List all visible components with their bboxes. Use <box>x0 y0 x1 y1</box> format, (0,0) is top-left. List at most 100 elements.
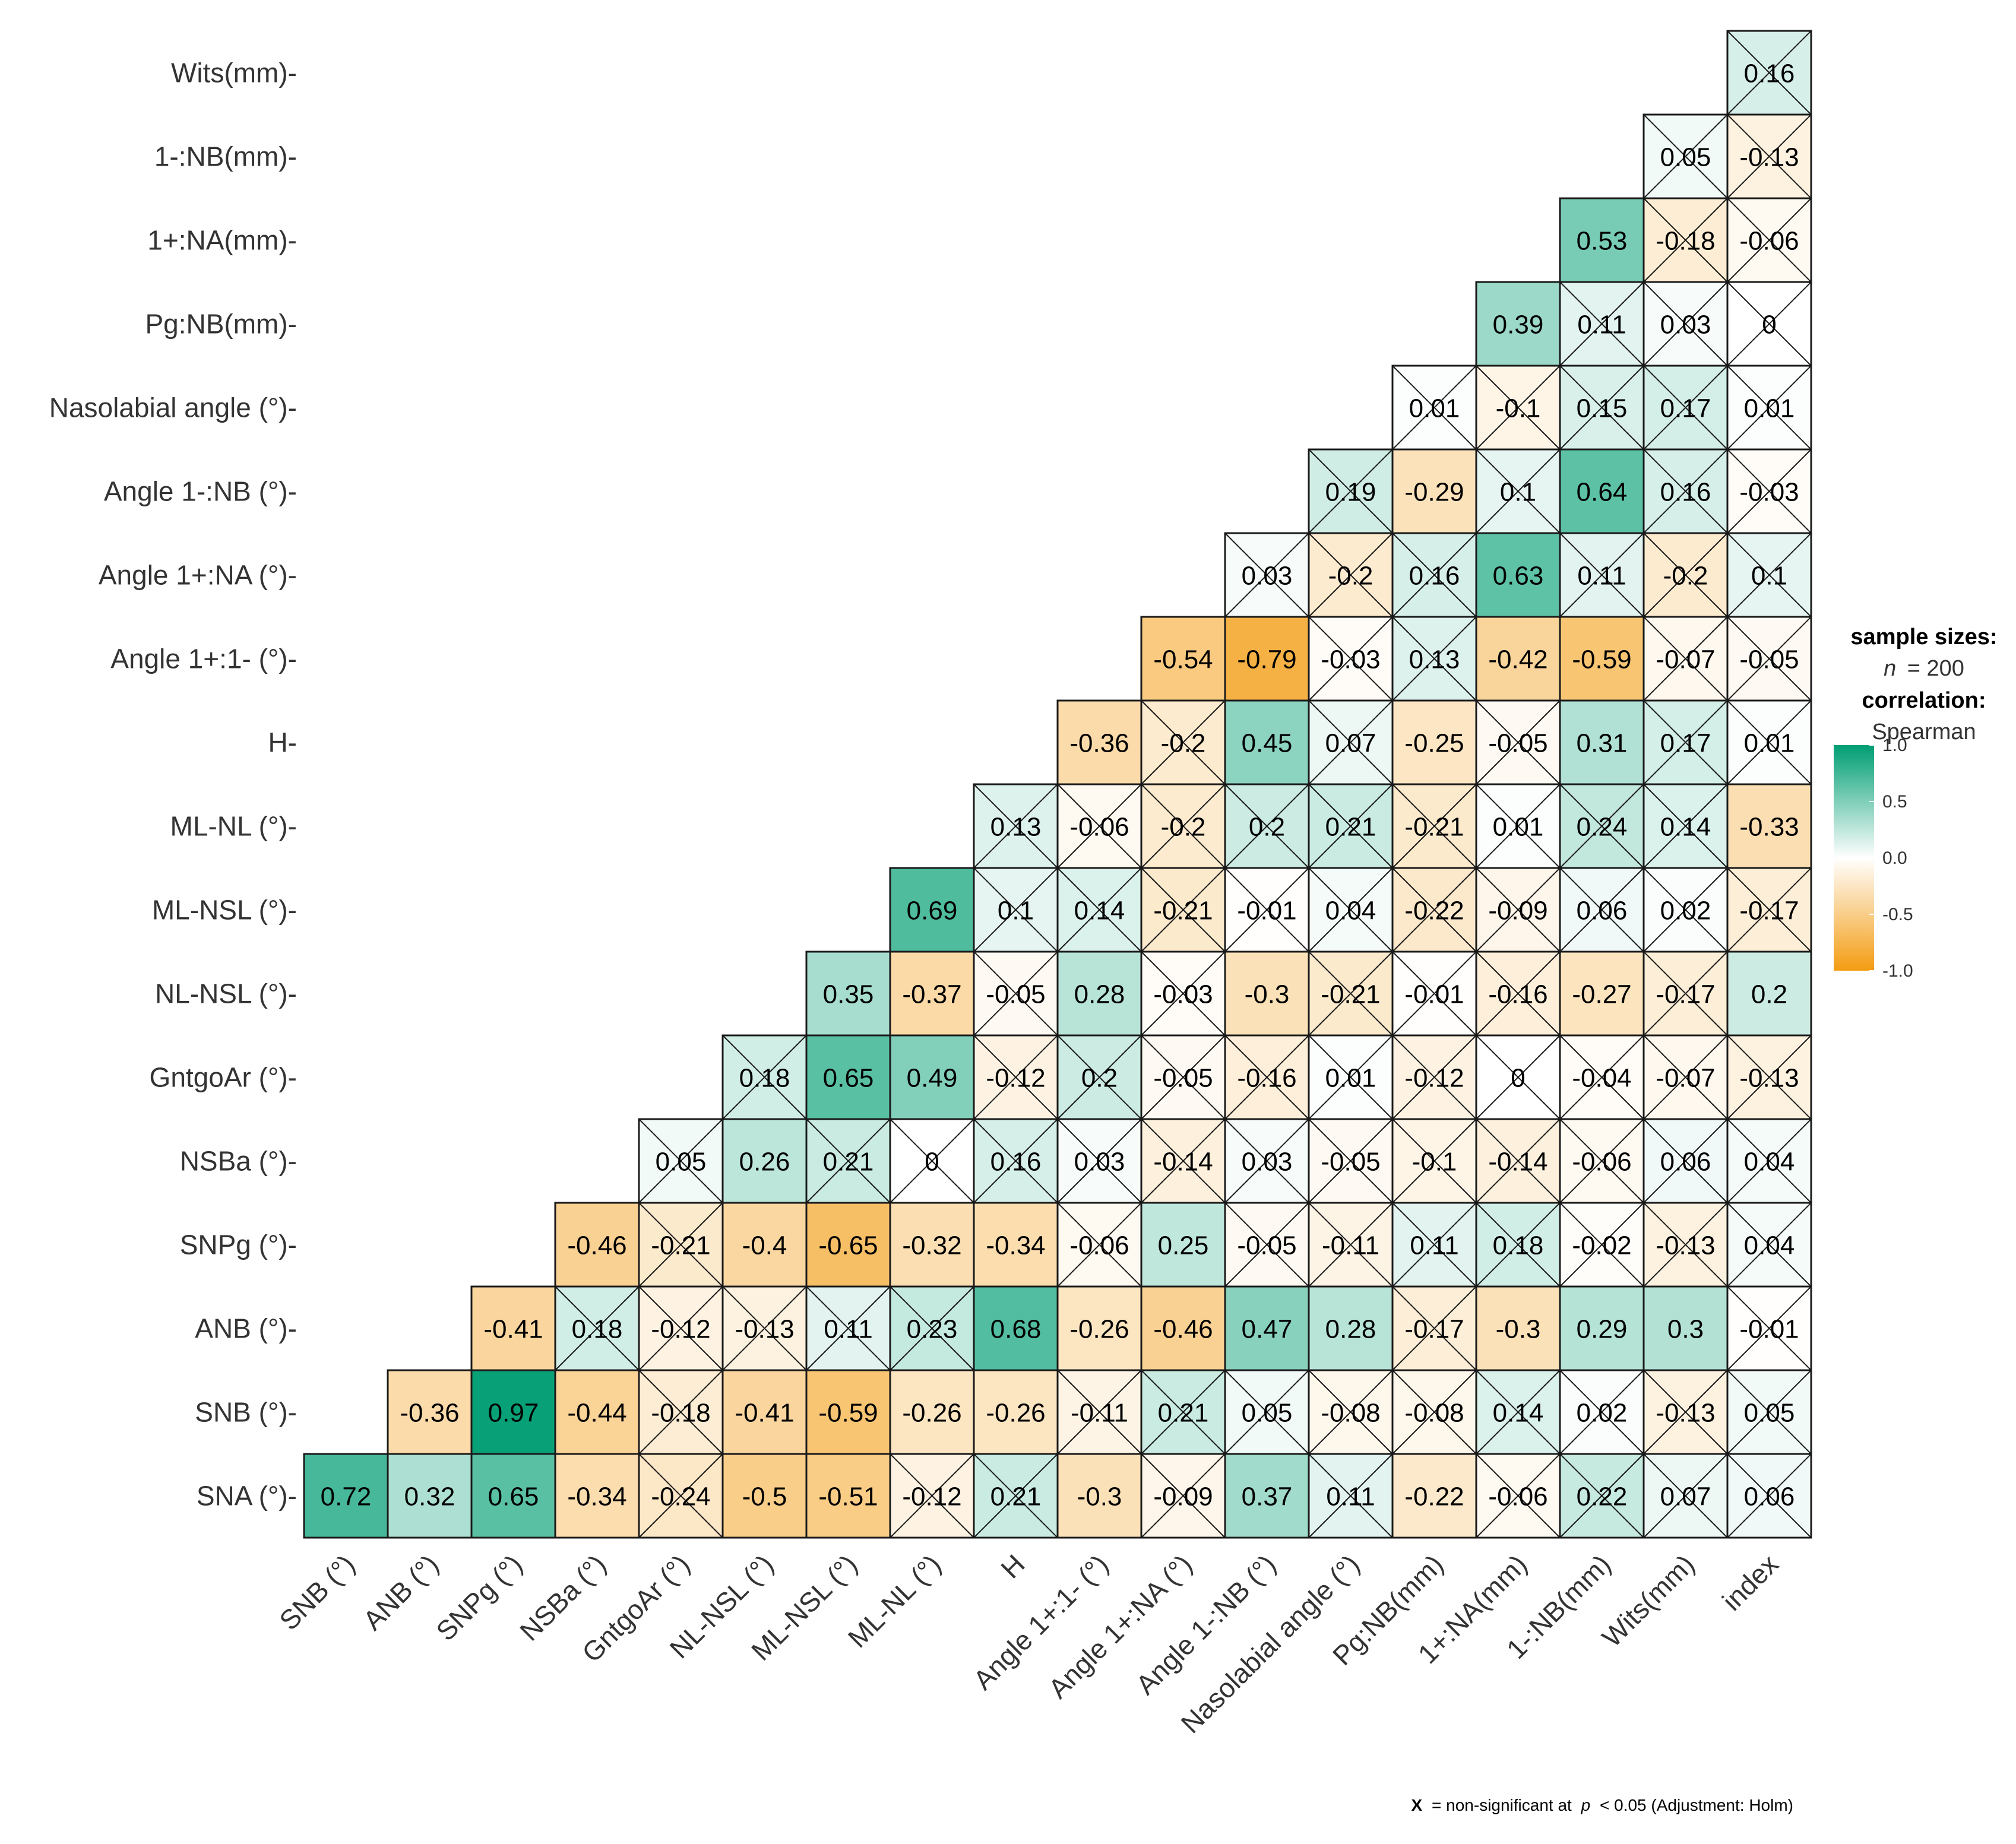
heatmap-cell: 0.18 <box>1475 1202 1561 1288</box>
cell-value: -0.54 <box>1153 645 1213 674</box>
non-significant-cross <box>1727 867 1812 952</box>
cell-value: -0.21 <box>1321 980 1380 1009</box>
x-tick-label: SNPg (°) <box>430 1548 528 1646</box>
non-significant-cross <box>1476 1119 1561 1203</box>
heatmap-cell: -0.46 <box>554 1202 640 1288</box>
heatmap-cell: 0.65 <box>805 1034 891 1120</box>
cell-value: 0.2 <box>1249 813 1285 842</box>
heatmap-cell: -0.03 <box>1308 616 1394 702</box>
y-tick-label: Angle 1+:1- (°)- <box>110 644 297 674</box>
y-tick-label: Angle 1-:NB (°)- <box>104 476 297 507</box>
cell-value: 0.65 <box>823 1064 874 1093</box>
cell-value: 0.25 <box>1158 1231 1209 1260</box>
cell-value: -0.51 <box>818 1482 878 1512</box>
x-tick-label: SNB (°) <box>273 1548 360 1636</box>
cell-value: 0.37 <box>1242 1482 1293 1512</box>
cell-fill <box>1224 950 1310 1037</box>
heatmap-cell: -0.05 <box>1726 616 1812 702</box>
cell-value: -0.3 <box>1496 1315 1541 1344</box>
heatmap-cell: -0.42 <box>1475 616 1561 702</box>
cell-value: 0.16 <box>1744 59 1795 88</box>
cell-fill <box>1559 699 1645 785</box>
heatmap-cell: 0.05 <box>1642 113 1729 199</box>
heatmap-cell: -0.37 <box>889 950 975 1037</box>
cell-value: -0.41 <box>735 1399 794 1428</box>
cell-value: -0.59 <box>1572 645 1631 674</box>
heatmap-cell: 0.18 <box>554 1285 640 1371</box>
heatmap-cell: -0.18 <box>1642 197 1729 283</box>
non-significant-cross <box>1308 1453 1393 1538</box>
cell-fill <box>1056 1453 1142 1539</box>
heatmap-cell: 0.01 <box>1391 365 1477 451</box>
heatmap-cell: 0.23 <box>889 1285 975 1371</box>
non-significant-cross <box>1224 1035 1309 1120</box>
non-significant-cross <box>973 1453 1058 1538</box>
y-tick-label: ML-NSL (°)- <box>152 895 297 926</box>
cell-value: 0.2 <box>1081 1064 1118 1093</box>
cell-value: 0.03 <box>1660 310 1711 340</box>
heatmap-cell: -0.79 <box>1224 616 1310 702</box>
heatmap-cell: 0.14 <box>1056 867 1142 953</box>
heatmap-cell: -0.21 <box>1391 783 1477 869</box>
cell-value: 0.01 <box>1325 1064 1376 1093</box>
cell-value: 0.02 <box>1660 896 1711 926</box>
non-significant-cross <box>1559 1453 1644 1538</box>
cell-value: -0.25 <box>1404 729 1464 758</box>
cell-value: 0.02 <box>1577 1399 1628 1428</box>
heatmap-cell: -0.06 <box>1056 783 1142 869</box>
cell-value: 0.19 <box>1325 478 1376 507</box>
heatmap-cell: -0.13 <box>1726 1034 1812 1120</box>
non-significant-cross <box>1308 784 1393 869</box>
heatmap-cell: 0.97 <box>470 1369 556 1455</box>
cell-value: 0.97 <box>488 1399 539 1428</box>
x-axis-labels: SNB (°)ANB (°)SNPg (°)NSBa (°)GntgoAr (°… <box>273 1548 1784 1739</box>
non-significant-cross <box>1643 1035 1728 1120</box>
y-tick-label: SNB (°)- <box>195 1397 297 1428</box>
cell-fill <box>387 1369 473 1455</box>
heatmap-cell: -0.21 <box>1140 867 1226 953</box>
cell-fill <box>1140 616 1226 702</box>
non-significant-cross <box>1224 1370 1309 1455</box>
heatmap-cell: 0.04 <box>1726 1202 1812 1288</box>
heatmap-cell: -0.24 <box>638 1453 724 1539</box>
heatmap-cell: 0.06 <box>1726 1453 1812 1539</box>
heatmap-cell: -0.16 <box>1224 1034 1310 1120</box>
heatmap-cell: -0.2 <box>1642 532 1729 618</box>
heatmap-cell: 0.17 <box>1642 365 1729 451</box>
heatmap-cell: 0.1 <box>1726 532 1812 618</box>
non-significant-cross <box>890 1286 974 1371</box>
non-significant-cross <box>973 1035 1058 1120</box>
non-significant-cross <box>1727 30 1812 115</box>
non-significant-cross <box>1392 1286 1477 1371</box>
heatmap-cell: 0.22 <box>1559 1453 1645 1539</box>
cell-value: -0.12 <box>902 1482 961 1512</box>
non-significant-cross <box>890 1453 974 1538</box>
cell-value: 0.72 <box>321 1482 372 1512</box>
cell-value: -0.13 <box>1656 1399 1715 1428</box>
heatmap-cell: -0.46 <box>1140 1285 1226 1371</box>
cell-value: -0.02 <box>1572 1231 1631 1260</box>
legend-tick-label: 1.0 <box>1882 736 1907 755</box>
cell-value: -0.21 <box>651 1231 710 1260</box>
cell-fill <box>1559 448 1645 534</box>
cell-value: -0.44 <box>567 1399 626 1428</box>
non-significant-cross <box>806 1286 891 1371</box>
non-significant-cross <box>1727 1370 1812 1455</box>
heatmap-cell: -0.12 <box>1391 1034 1477 1120</box>
cell-value: -0.18 <box>651 1399 710 1428</box>
heatmap-cell: -0.05 <box>1308 1118 1394 1204</box>
cell-value: 0.01 <box>1409 394 1460 423</box>
legend-tick-label: 0.5 <box>1882 792 1907 812</box>
cell-value: -0.26 <box>986 1399 1045 1428</box>
heatmap-cell: 0.16 <box>1726 30 1812 116</box>
cell-value: 0.04 <box>1325 896 1376 926</box>
cell-value: -0.06 <box>1488 1482 1547 1512</box>
heatmap-cell: 0.26 <box>721 1118 808 1204</box>
heatmap-cell: -0.59 <box>1559 616 1645 702</box>
cell-value: 0.68 <box>990 1315 1042 1344</box>
cell-value: -0.32 <box>902 1231 961 1260</box>
heatmap-cell: -0.01 <box>1391 950 1477 1037</box>
non-significant-cross <box>1559 784 1644 869</box>
cell-value: -0.13 <box>1656 1231 1715 1260</box>
heatmap-cell: 0.63 <box>1475 532 1561 618</box>
